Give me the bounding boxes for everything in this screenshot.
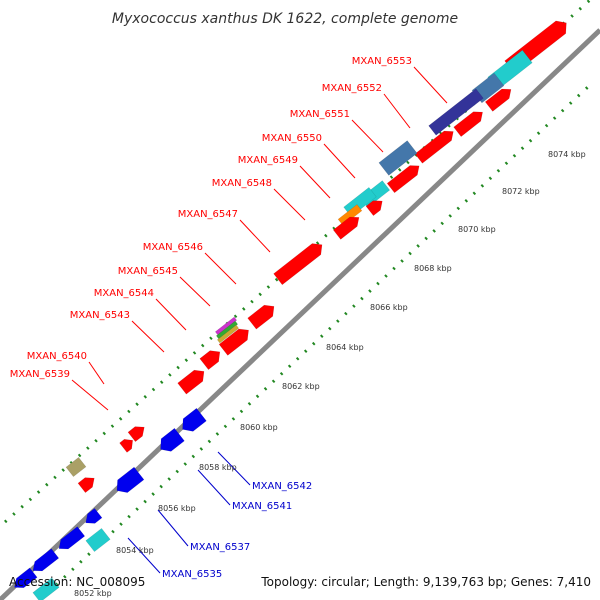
leader-line	[71, 379, 109, 411]
kbp-scale: 8052 kbp 8054 kbp 8056 kbp 8058 kbp 8060 kbp…	[74, 150, 586, 598]
cds-rev-6537b[interactable]	[82, 507, 103, 527]
cds-rev-6541[interactable]	[156, 427, 185, 455]
kbp-tick-label: 8060 kbp	[240, 423, 278, 432]
feature-green-6544[interactable]	[215, 320, 239, 340]
gene-label-mxan-6543[interactable]: MXAN_6543	[70, 310, 130, 321]
kbp-tick-label: 8074 kbp	[548, 150, 586, 159]
feature-track	[11, 20, 567, 600]
gene-label-mxan-6548[interactable]: MXAN_6548	[212, 178, 272, 189]
gene-label-mxan-6541[interactable]: MXAN_6541	[232, 501, 292, 512]
kbp-tick-label: 8068 kbp	[414, 264, 452, 273]
kbp-tick-label: 8064 kbp	[326, 343, 364, 352]
gene-label-mxan-6550[interactable]: MXAN_6550	[262, 133, 322, 144]
feature-gold-6544[interactable]	[216, 324, 240, 344]
gene-label-mxan-6553[interactable]: MXAN_6553	[352, 56, 412, 67]
feature-navy-6552[interactable]	[428, 88, 484, 136]
label-leaders	[71, 66, 448, 574]
leader-line	[197, 469, 231, 506]
kbp-tick-label: 8070 kbp	[458, 225, 496, 234]
feature-orange-6547[interactable]	[337, 204, 363, 226]
backbone-line-white	[0, 23, 600, 595]
leader-line	[155, 298, 187, 331]
leader-line	[157, 509, 189, 547]
feature-khaki[interactable]	[65, 456, 87, 478]
kbp-tick-label: 8052 kbp	[74, 589, 112, 598]
gene-label-mxan-6542[interactable]: MXAN_6542	[252, 481, 312, 492]
cds-fwd-6539[interactable]	[127, 422, 148, 443]
cds-fwd-f[interactable]	[332, 213, 362, 240]
accession-text: Accession: NC_008095	[9, 575, 145, 589]
leader-line	[273, 188, 306, 221]
kbp-tick-label: 8062 kbp	[282, 382, 320, 391]
leader-line	[383, 93, 411, 129]
leader-line	[217, 451, 251, 486]
cds-fwd-a[interactable]	[484, 85, 514, 112]
kbp-tick-label: 8066 kbp	[370, 303, 408, 312]
cds-fwd-d[interactable]	[386, 161, 423, 194]
leader-line	[413, 66, 448, 104]
gene-label-mxan-6537[interactable]: MXAN_6537	[190, 542, 250, 553]
cds-fwd-e[interactable]	[365, 196, 386, 217]
kbp-tick-label: 8072 kbp	[502, 187, 540, 196]
kbp-tick-label: 8054 kbp	[116, 546, 154, 555]
gene-label-mxan-6544[interactable]: MXAN_6544	[94, 288, 154, 299]
gene-label-mxan-6551[interactable]: MXAN_6551	[290, 109, 350, 120]
cds-fwd-6545[interactable]	[247, 301, 279, 330]
leader-line	[179, 276, 211, 307]
gene-label-mxan-6549[interactable]: MXAN_6549	[238, 155, 298, 166]
kbp-tick-label: 8056 kbp	[158, 504, 196, 513]
cds-rev-6535b[interactable]	[29, 548, 60, 576]
leader-line	[323, 143, 356, 179]
gene-label-mxan-6535[interactable]: MXAN_6535	[162, 569, 222, 580]
gene-labels: MXAN_6553 MXAN_6552 MXAN_6551 MXAN_6550 MXAN…	[10, 56, 412, 580]
cds-rev-6537a[interactable]	[112, 466, 145, 497]
kbp-tick-label: 8058 kbp	[199, 463, 237, 472]
topology-summary: Topology: circular; Length: 9,139,763 bp…	[260, 575, 591, 589]
gene-label-mxan-6547[interactable]: MXAN_6547	[178, 209, 238, 220]
cds-fwd-6544[interactable]	[218, 325, 253, 356]
inner-dotted-line	[38, 83, 592, 600]
cds-fwd-6539b[interactable]	[77, 473, 98, 494]
leader-line	[239, 219, 271, 253]
gene-label-mxan-6545[interactable]: MXAN_6545	[118, 266, 178, 277]
cds-fwd-b[interactable]	[453, 107, 487, 137]
leader-line	[88, 361, 105, 385]
cds-fwd-small[interactable]	[119, 436, 137, 453]
feature-magenta-6544[interactable]	[214, 316, 238, 336]
cds-fwd-c[interactable]	[414, 127, 457, 164]
feature-cyan-6535[interactable]	[32, 577, 60, 600]
leader-line	[127, 537, 161, 574]
map-title: Myxococcus xanthus DK 1622, complete gen…	[112, 11, 458, 27]
cds-rev-6542[interactable]	[178, 407, 207, 435]
cds-fwd-6543[interactable]	[199, 346, 224, 371]
leader-line	[131, 320, 165, 353]
cds-fwd-6540[interactable]	[177, 366, 209, 395]
leader-line	[351, 119, 384, 153]
gene-label-mxan-6552[interactable]: MXAN_6552	[322, 83, 382, 94]
feature-steelblue-6550[interactable]	[378, 140, 418, 176]
cds-fwd-6546[interactable]	[273, 239, 327, 286]
feature-cyan-6537[interactable]	[85, 527, 111, 553]
cds-rev-6535a[interactable]	[55, 526, 86, 554]
leader-line	[204, 252, 237, 285]
gene-label-mxan-6540[interactable]: MXAN_6540	[27, 351, 87, 362]
gene-label-mxan-6546[interactable]: MXAN_6546	[143, 242, 203, 253]
leader-line	[299, 165, 331, 199]
backbone-line-gray	[0, 28, 600, 600]
gene-label-mxan-6539[interactable]: MXAN_6539	[10, 369, 70, 380]
cds-rev-6535c[interactable]	[11, 567, 38, 592]
